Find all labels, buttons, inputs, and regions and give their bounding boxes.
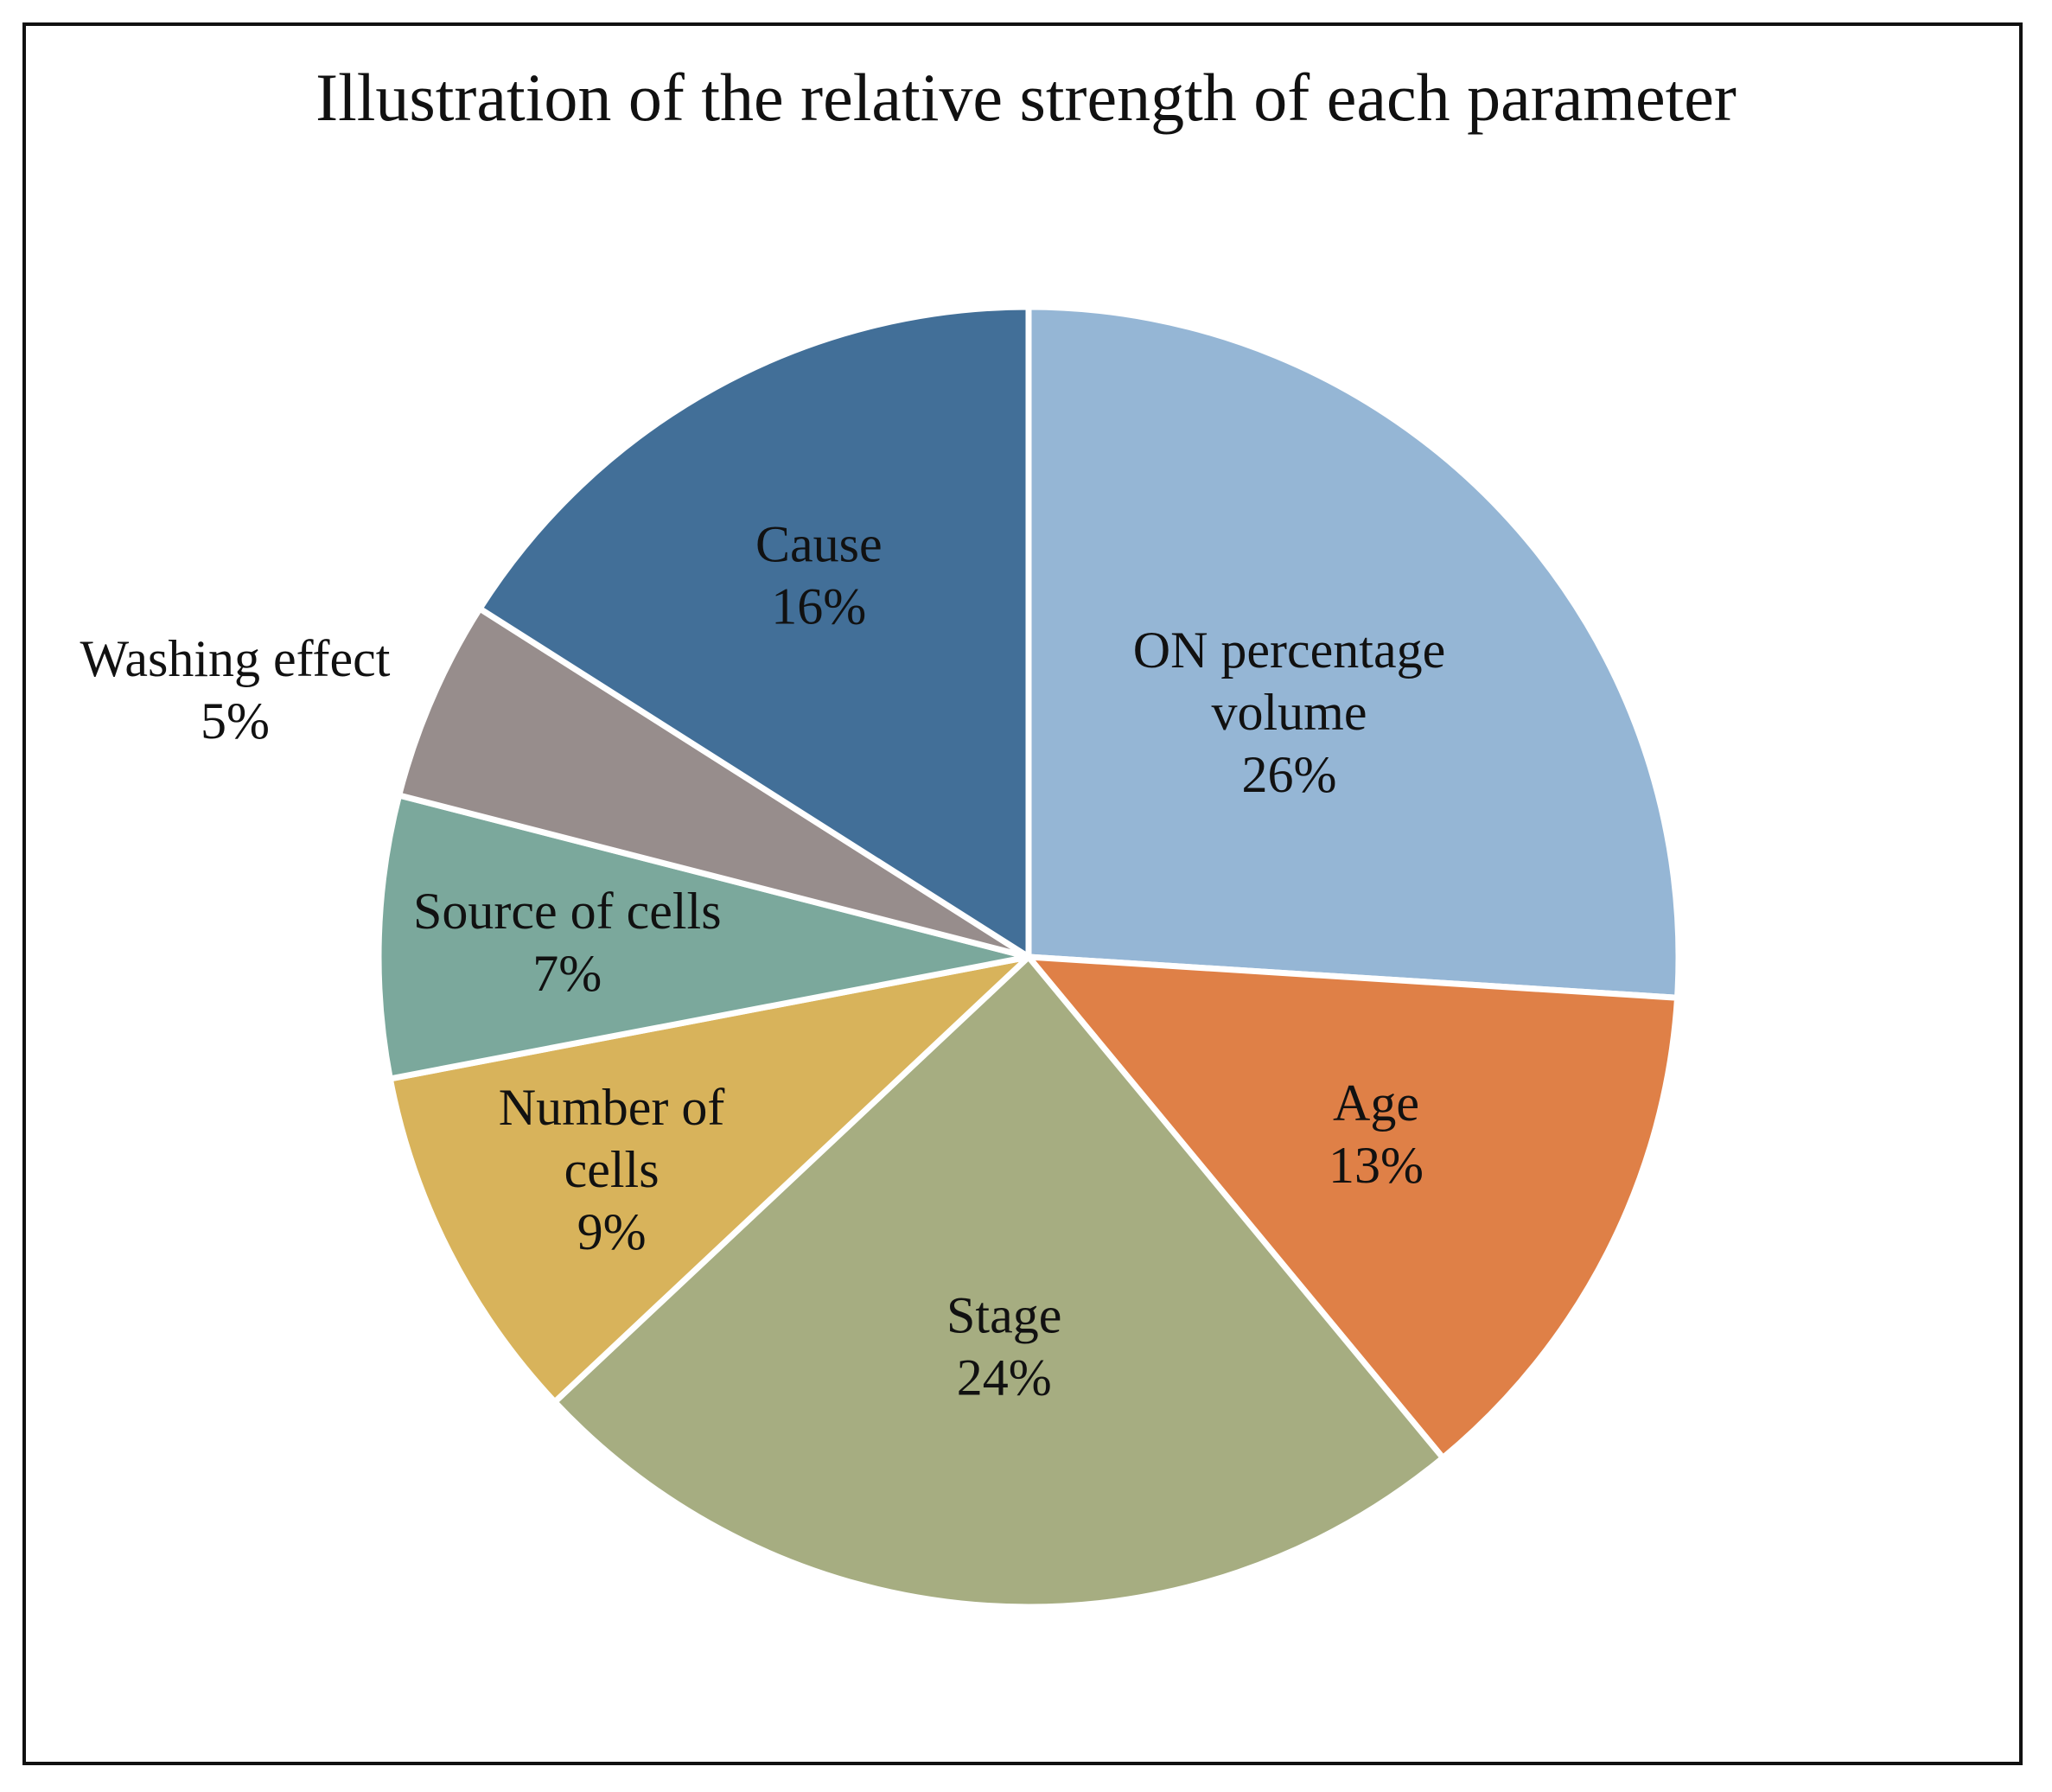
slice-label-cause: Cause 16% <box>755 516 883 635</box>
slice-label-source-of-cells: Source of cells 7% <box>413 883 722 1002</box>
slice-value-label: 5% <box>201 692 270 749</box>
slice-name-label: Number of <box>499 1079 725 1136</box>
pie-slice-cause <box>476 303 1032 960</box>
slice-value-label: 7% <box>532 945 602 1002</box>
pie-slice-number-of-cells <box>386 953 1032 1406</box>
slice-name-label: Age <box>1333 1075 1419 1132</box>
pie-slice-stage <box>551 953 1446 1610</box>
slice-name-label: ON percentage <box>1133 622 1445 679</box>
pie-slices <box>375 303 1682 1610</box>
slice-label-washing-effect: Washing effect 5% <box>80 630 391 749</box>
slice-value-label: 16% <box>771 578 866 635</box>
pie-slice-on-percentage-volume <box>1025 303 1682 1001</box>
slice-value-label: 24% <box>957 1349 1052 1406</box>
slice-value-label: 26% <box>1242 746 1337 803</box>
pie-slice-washing-effect <box>396 605 1032 960</box>
slice-name-label: volume <box>1212 684 1367 741</box>
pie-slice-source-of-cells <box>375 792 1032 1082</box>
slice-label-on-percentage-volume: ON percentage volume 26% <box>1133 622 1445 803</box>
slice-value-label: 9% <box>577 1203 647 1260</box>
slice-name-label: Cause <box>755 516 883 573</box>
slice-label-stage: Stage 24% <box>946 1286 1061 1406</box>
slice-name-label: cells <box>564 1141 660 1198</box>
slice-name-label: Stage <box>946 1286 1061 1343</box>
slice-name-label: Washing effect <box>80 630 391 687</box>
pie-slice-age <box>1025 953 1681 1461</box>
chart-title: Illustration of the relative strength of… <box>315 60 1737 135</box>
slice-label-number-of-cells: Number of cells 9% <box>499 1079 725 1260</box>
pie-labels: ON percentage volume 26% Age 13% Stage 24% Numb… <box>80 516 1446 1406</box>
slice-name-label: Source of cells <box>413 883 722 940</box>
slice-value-label: 13% <box>1329 1137 1424 1194</box>
slice-label-age: Age 13% <box>1329 1075 1424 1194</box>
